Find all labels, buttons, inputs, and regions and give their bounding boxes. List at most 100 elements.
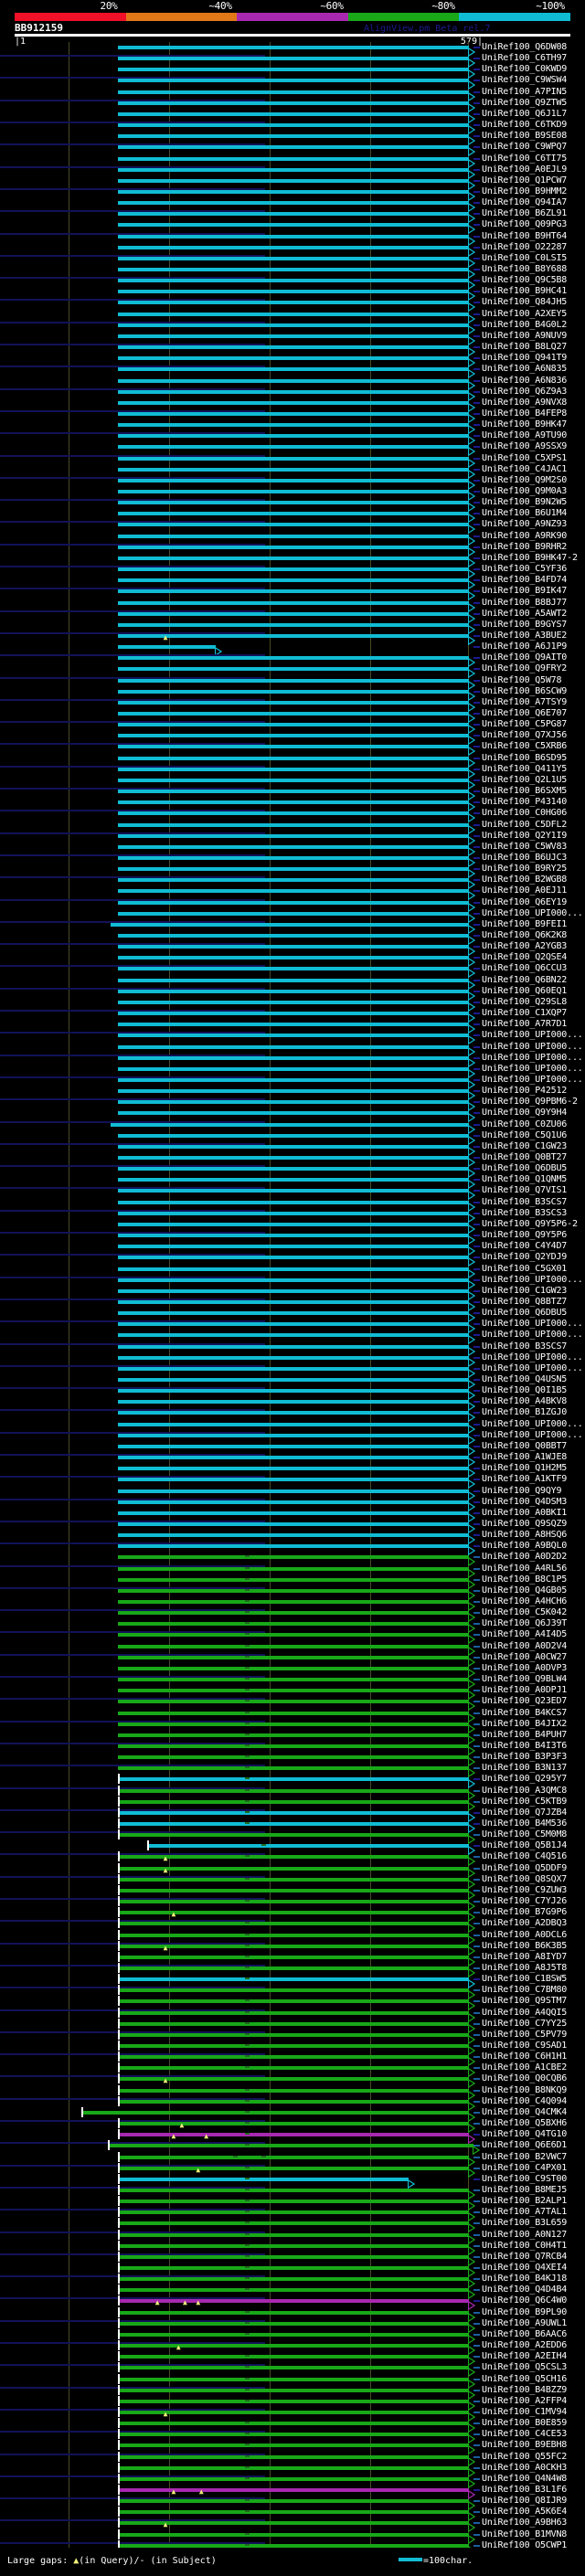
alignment-row[interactable]: UniRef100_C1GW23 bbox=[0, 1286, 585, 1301]
alignment-row[interactable]: UniRef100_Q9AIT0 bbox=[0, 652, 585, 668]
subject-id-label[interactable]: UniRef100_Q7XJ56 bbox=[482, 730, 568, 741]
subject-id-label[interactable]: UniRef100_C7YY25 bbox=[482, 2018, 568, 2029]
alignment-bar[interactable] bbox=[117, 1277, 469, 1282]
alignment-row[interactable]: UniRef100_B9RY25 bbox=[0, 864, 585, 879]
subject-id-label[interactable]: UniRef100_Q9Y9H4 bbox=[482, 1108, 568, 1118]
subject-id-label[interactable]: UniRef100_A7PIN5 bbox=[482, 86, 568, 97]
subject-id-label[interactable]: UniRef100_C7BM80 bbox=[482, 1985, 568, 1996]
alignment-bar[interactable] bbox=[117, 389, 469, 394]
subject-id-label[interactable]: UniRef100_A8J5T8 bbox=[482, 1962, 568, 1973]
subject-id-label[interactable]: UniRef100_Q9SQZ9 bbox=[482, 1518, 568, 1529]
alignment-row[interactable]: UniRef100_C5M0M8 bbox=[0, 1829, 585, 1845]
alignment-bar[interactable] bbox=[81, 2110, 469, 2115]
subject-id-label[interactable]: UniRef100_A9BH63 bbox=[482, 2518, 568, 2528]
alignment-row[interactable]: UniRef100_A9RK90 bbox=[0, 530, 585, 546]
alignment-row[interactable]: UniRef100_B4KJ18 bbox=[0, 2274, 585, 2289]
alignment-row[interactable]: UniRef100_B3L659 bbox=[0, 2218, 585, 2233]
alignment-bar[interactable] bbox=[117, 79, 469, 83]
alignment-bar[interactable] bbox=[117, 2232, 469, 2237]
alignment-row[interactable]: UniRef100_A7R7D1 bbox=[0, 1019, 585, 1034]
subject-id-label[interactable]: UniRef100_A0DVP3 bbox=[482, 1662, 568, 1673]
alignment-bar[interactable] bbox=[117, 367, 469, 372]
alignment-bar[interactable] bbox=[117, 189, 469, 194]
subject-id-label[interactable]: UniRef100_A4I4D5 bbox=[482, 1629, 568, 1640]
alignment-bar[interactable] bbox=[117, 1444, 469, 1448]
alignment-bar[interactable] bbox=[117, 2299, 469, 2304]
subject-id-label[interactable]: UniRef100_Q94IA7 bbox=[482, 197, 568, 208]
alignment-bar[interactable] bbox=[117, 356, 469, 361]
subject-id-label[interactable]: UniRef100_B6ZL91 bbox=[482, 208, 568, 219]
alignment-bar[interactable] bbox=[117, 223, 469, 228]
subject-id-label[interactable]: UniRef100_C9ZUW3 bbox=[482, 1884, 568, 1895]
alignment-bar[interactable] bbox=[117, 2044, 469, 2048]
alignment-bar[interactable] bbox=[117, 1000, 469, 1004]
alignment-bar[interactable] bbox=[117, 1234, 469, 1238]
alignment-row[interactable]: UniRef100_A7TSY9 bbox=[0, 697, 585, 713]
alignment-row[interactable]: UniRef100_C0KWD9 bbox=[0, 64, 585, 80]
subject-id-label[interactable]: UniRef100_A1CBE2 bbox=[482, 2062, 568, 2073]
alignment-row[interactable]: UniRef100_B8LQ27 bbox=[0, 342, 585, 357]
alignment-bar[interactable] bbox=[117, 1644, 469, 1648]
subject-id-label[interactable]: UniRef100_A5K6E4 bbox=[482, 2507, 568, 2518]
alignment-row[interactable]: UniRef100_Q6BN22 bbox=[0, 975, 585, 990]
subject-id-label[interactable]: UniRef100_B4KCS7 bbox=[482, 1707, 568, 1718]
subject-id-label[interactable]: UniRef100_B6K3B5 bbox=[482, 1940, 568, 1951]
alignment-bar[interactable] bbox=[117, 2332, 469, 2337]
alignment-bar[interactable] bbox=[117, 934, 469, 938]
subject-id-label[interactable]: UniRef100_Q4USN5 bbox=[482, 1374, 568, 1384]
subject-id-label[interactable]: UniRef100_Q9PBM6-2 bbox=[482, 1097, 578, 1108]
alignment-bar[interactable] bbox=[117, 1378, 469, 1382]
subject-id-label[interactable]: UniRef100_B9PL90 bbox=[482, 2306, 568, 2317]
alignment-row[interactable]: ▲ UniRef100_Q5DDF9 bbox=[0, 1862, 585, 1878]
alignment-bar[interactable] bbox=[117, 1866, 469, 1871]
alignment-row[interactable]: UniRef100_A4QQI5 bbox=[0, 2007, 585, 2022]
alignment-row[interactable]: UniRef100_Q9SQZ9 bbox=[0, 1518, 585, 1534]
alignment-row[interactable]: UniRef100_Q1PCW7 bbox=[0, 175, 585, 191]
subject-id-label[interactable]: UniRef100_C1XQP7 bbox=[482, 1008, 568, 1019]
alignment-bar[interactable] bbox=[117, 201, 469, 206]
subject-id-label[interactable]: UniRef100_Q7RCB4 bbox=[482, 2251, 568, 2262]
subject-id-label[interactable]: UniRef100_A5AWT2 bbox=[482, 608, 568, 619]
alignment-row[interactable]: UniRef100_A2FFP4 bbox=[0, 2395, 585, 2412]
alignment-bar[interactable] bbox=[117, 1077, 469, 1082]
subject-id-label[interactable]: UniRef100_UPI000... bbox=[482, 1418, 583, 1429]
subject-id-label[interactable]: UniRef100_Q8IJR9 bbox=[482, 2496, 568, 2507]
alignment-bar[interactable] bbox=[117, 1411, 469, 1415]
alignment-bar[interactable] bbox=[117, 2443, 469, 2448]
alignment-row[interactable]: UniRef100_C4Q094 bbox=[0, 2095, 585, 2112]
alignment-row[interactable]: UniRef100_A2EIH4 bbox=[0, 2351, 585, 2367]
alignment-bar[interactable] bbox=[117, 1944, 469, 1948]
alignment-bar[interactable] bbox=[117, 1588, 469, 1593]
alignment-bar[interactable] bbox=[117, 1066, 469, 1071]
alignment-bar[interactable] bbox=[117, 1478, 469, 1482]
subject-id-label[interactable]: UniRef100_B4FEP8 bbox=[482, 408, 568, 419]
subject-id-label[interactable]: UniRef100_C9WPQ7 bbox=[482, 142, 568, 153]
alignment-row[interactable]: UniRef100_A6J1P9 bbox=[0, 641, 585, 657]
subject-id-label[interactable]: UniRef100_A6J1P9 bbox=[482, 641, 568, 652]
alignment-row[interactable]: UniRef100_P43140 bbox=[0, 797, 585, 812]
alignment-row[interactable]: UniRef100_Q55FC2 bbox=[0, 2451, 585, 2466]
subject-id-label[interactable]: UniRef100_C0H4T1 bbox=[482, 2240, 568, 2251]
alignment-bar[interactable] bbox=[117, 1389, 469, 1394]
alignment-row[interactable]: UniRef100_Q9Y5P6 bbox=[0, 1230, 585, 1246]
subject-id-label[interactable]: UniRef100_Q9C5B8 bbox=[482, 275, 568, 286]
alignment-row[interactable]: UniRef100_A0CW27 bbox=[0, 1652, 585, 1668]
subject-id-label[interactable]: UniRef100_A8HSQ6 bbox=[482, 1530, 568, 1541]
alignment-row[interactable]: UniRef100_Q7XJ56 bbox=[0, 730, 585, 746]
alignment-row[interactable]: UniRef100_Q4D4B4 bbox=[0, 2284, 585, 2300]
subject-id-label[interactable]: UniRef100_C7YJ26 bbox=[482, 1896, 568, 1907]
alignment-row[interactable]: UniRef100_Q1H2M5 bbox=[0, 1463, 585, 1479]
alignment-bar[interactable] bbox=[117, 57, 469, 61]
subject-id-label[interactable]: UniRef100_Q5BXH6 bbox=[482, 2118, 568, 2129]
alignment-row[interactable]: UniRef100_Q6J1L7 bbox=[0, 109, 585, 124]
subject-id-label[interactable]: UniRef100_A9RK90 bbox=[482, 530, 568, 541]
alignment-row[interactable]: UniRef100_A0DPJ1 bbox=[0, 1685, 585, 1701]
alignment-row[interactable]: UniRef100_UPI000... bbox=[0, 1319, 585, 1334]
subject-id-label[interactable]: UniRef100_B9HMM2 bbox=[482, 186, 568, 196]
alignment-bar[interactable] bbox=[117, 1966, 469, 1970]
subject-id-label[interactable]: UniRef100_A4QQI5 bbox=[482, 2007, 568, 2018]
alignment-bar[interactable] bbox=[117, 1167, 469, 1171]
subject-id-label[interactable]: UniRef100_B0E859 bbox=[482, 2418, 568, 2429]
subject-id-label[interactable]: UniRef100_C5PV79 bbox=[482, 2029, 568, 2040]
alignment-bar[interactable] bbox=[117, 1822, 469, 1826]
